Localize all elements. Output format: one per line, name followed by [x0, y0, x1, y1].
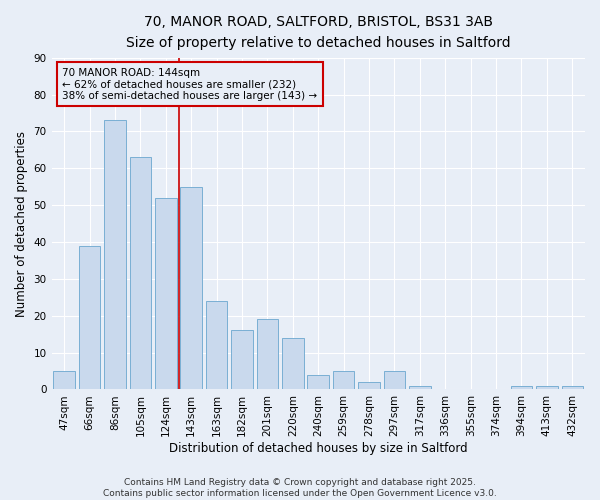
- Bar: [206, 301, 227, 390]
- Bar: [231, 330, 253, 390]
- Bar: [79, 246, 100, 390]
- Bar: [130, 157, 151, 390]
- Bar: [333, 371, 355, 390]
- Bar: [383, 371, 405, 390]
- Bar: [155, 198, 176, 390]
- Bar: [409, 386, 431, 390]
- Bar: [53, 371, 75, 390]
- Bar: [562, 386, 583, 390]
- Text: 70 MANOR ROAD: 144sqm
← 62% of detached houses are smaller (232)
38% of semi-det: 70 MANOR ROAD: 144sqm ← 62% of detached …: [62, 68, 317, 101]
- Bar: [181, 186, 202, 390]
- Text: Contains HM Land Registry data © Crown copyright and database right 2025.
Contai: Contains HM Land Registry data © Crown c…: [103, 478, 497, 498]
- Bar: [358, 382, 380, 390]
- Y-axis label: Number of detached properties: Number of detached properties: [15, 130, 28, 316]
- Bar: [307, 374, 329, 390]
- Title: 70, MANOR ROAD, SALTFORD, BRISTOL, BS31 3AB
Size of property relative to detache: 70, MANOR ROAD, SALTFORD, BRISTOL, BS31 …: [126, 15, 511, 50]
- X-axis label: Distribution of detached houses by size in Saltford: Distribution of detached houses by size …: [169, 442, 467, 455]
- Bar: [257, 320, 278, 390]
- Bar: [104, 120, 126, 390]
- Bar: [536, 386, 557, 390]
- Bar: [282, 338, 304, 390]
- Bar: [511, 386, 532, 390]
